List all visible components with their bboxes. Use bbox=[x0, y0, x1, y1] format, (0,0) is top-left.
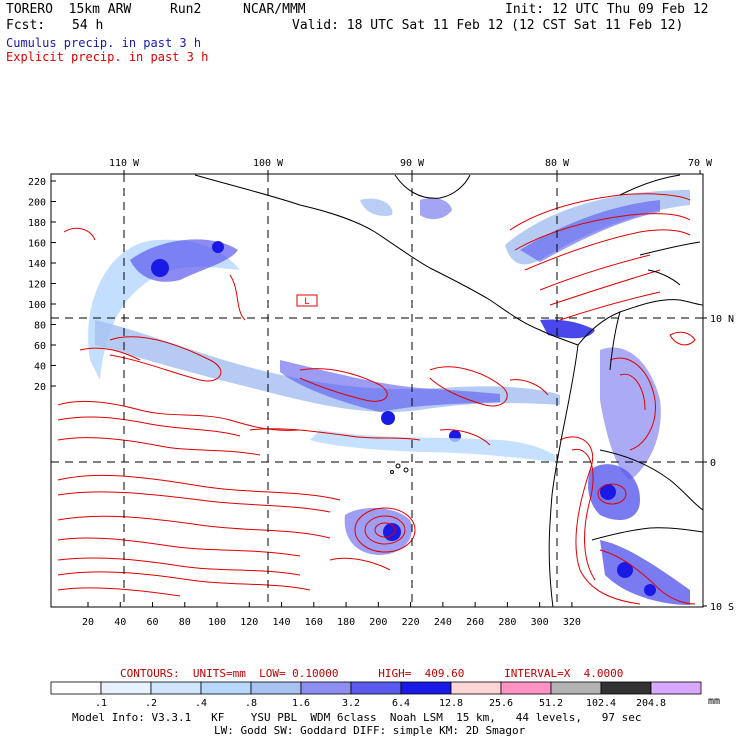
colorbar-label: 6.4 bbox=[392, 698, 410, 709]
colorbar-swatch bbox=[400, 681, 452, 695]
x-tick-label: 140 bbox=[273, 617, 291, 628]
x-tick-label: 320 bbox=[563, 617, 581, 628]
model-info: Model Info: V3.3.1 KF YSU PBL WDM 6class… bbox=[72, 711, 642, 724]
y-tick-label: 120 bbox=[28, 280, 46, 291]
colorbar-label: .4 bbox=[195, 698, 207, 709]
x-tick-label: 280 bbox=[498, 617, 516, 628]
x-tick-label: 240 bbox=[434, 617, 452, 628]
org-label: NCAR/MMM bbox=[243, 2, 306, 17]
colorbar-swatch bbox=[50, 681, 102, 695]
coastlines bbox=[194, 174, 703, 607]
colorbar-swatch bbox=[600, 681, 652, 695]
x-tick-label: 80 bbox=[179, 617, 191, 628]
y-tick-label: 20 bbox=[34, 382, 46, 393]
model-physics: LW: Godd SW: Goddard DIFF: simple KM: 2D… bbox=[214, 724, 526, 737]
colorbar-swatch bbox=[550, 681, 602, 695]
explicit-contours bbox=[57, 193, 696, 605]
x-tick-label: 40 bbox=[114, 617, 126, 628]
colorbar-swatch bbox=[650, 681, 702, 695]
x-tick-label: 260 bbox=[466, 617, 484, 628]
lon-label: 80 W bbox=[545, 158, 570, 169]
y-tick-label: 40 bbox=[34, 362, 46, 373]
colorbar-swatch bbox=[250, 681, 302, 695]
colorbar-label: 12.8 bbox=[439, 698, 463, 709]
colorbar-swatch bbox=[150, 681, 202, 695]
lon-label: 100 W bbox=[253, 158, 284, 169]
lat-label: 10 S bbox=[710, 602, 734, 613]
colorbar-label: 3.2 bbox=[342, 698, 360, 709]
colorbar-swatch bbox=[500, 681, 552, 695]
x-tick-label: 200 bbox=[369, 617, 387, 628]
latlon-grid bbox=[51, 174, 703, 607]
lon-label: 70 W bbox=[688, 158, 713, 169]
y-tick-label: 220 bbox=[28, 177, 46, 188]
map-frame bbox=[50, 173, 704, 608]
run-label: Run2 bbox=[170, 2, 202, 17]
x-tick-label: 180 bbox=[337, 617, 355, 628]
y-tick-label: 100 bbox=[28, 300, 46, 311]
contour-info: CONTOURS: UNITS=mm LOW= 0.10000 HIGH= 40… bbox=[120, 667, 624, 680]
x-tick-label: 160 bbox=[305, 617, 323, 628]
colorbar-label: 25.6 bbox=[489, 698, 513, 709]
x-tick-label: 300 bbox=[531, 617, 549, 628]
colorbar: .1 .2 .4 .8 1.6 3.2 6.4 12.8 25.6 51.2 102.4 204.8 m… bbox=[50, 681, 720, 709]
forecast-hours: 54 h bbox=[72, 18, 104, 33]
init-time: Init: 12 UTC Thu 09 Feb 12 bbox=[505, 2, 709, 17]
y-tick-label: 200 bbox=[28, 198, 46, 209]
colorbar-swatch bbox=[350, 681, 402, 695]
forecast-label: Fcst: bbox=[6, 18, 46, 33]
model-name: TORERO 15km ARW bbox=[6, 2, 132, 17]
lat-label: 10 N bbox=[710, 314, 734, 325]
colorbar-label: 51.2 bbox=[539, 698, 563, 709]
map-axes: 110 W 100 W 90 W 80 W 70 W 10 N 0 10 S 220 200 180… bbox=[28, 158, 734, 628]
lon-label: 110 W bbox=[109, 158, 140, 169]
x-tick-label: 60 bbox=[146, 617, 158, 628]
colorbar-swatch bbox=[450, 681, 502, 695]
colorbar-swatch bbox=[100, 681, 152, 695]
colorbar-label: 102.4 bbox=[586, 698, 616, 709]
x-tick-label: 20 bbox=[82, 617, 94, 628]
colorbar-swatch bbox=[200, 681, 252, 695]
colorbar-unit: mm bbox=[708, 696, 720, 707]
colorbar-label: .1 bbox=[95, 698, 107, 709]
valid-time: Valid: 18 UTC Sat 11 Feb 12 (12 CST Sat … bbox=[292, 18, 684, 33]
colorbar-label: .8 bbox=[245, 698, 257, 709]
lon-label: 90 W bbox=[400, 158, 425, 169]
y-tick-label: 160 bbox=[28, 239, 46, 250]
lat-label: 0 bbox=[710, 458, 716, 469]
y-tick-label: 60 bbox=[34, 341, 46, 352]
colorbar-label: 1.6 bbox=[292, 698, 310, 709]
cumulus-legend: Cumulus precip. in past 3 h bbox=[6, 36, 202, 50]
x-tick-label: 100 bbox=[208, 617, 226, 628]
x-tick-label: 220 bbox=[402, 617, 420, 628]
explicit-legend: Explicit precip. in past 3 h bbox=[6, 50, 209, 64]
y-tick-label: 140 bbox=[28, 259, 46, 270]
low-marker-box bbox=[296, 294, 318, 307]
colorbar-swatch bbox=[300, 681, 352, 695]
colorbar-label: 204.8 bbox=[636, 698, 666, 709]
colorbar-label: .2 bbox=[145, 698, 157, 709]
y-tick-label: 80 bbox=[34, 321, 46, 332]
cumulus-shading bbox=[88, 190, 690, 605]
x-tick-label: 120 bbox=[240, 617, 258, 628]
low-marker-label: L bbox=[304, 297, 309, 307]
y-tick-label: 180 bbox=[28, 218, 46, 229]
